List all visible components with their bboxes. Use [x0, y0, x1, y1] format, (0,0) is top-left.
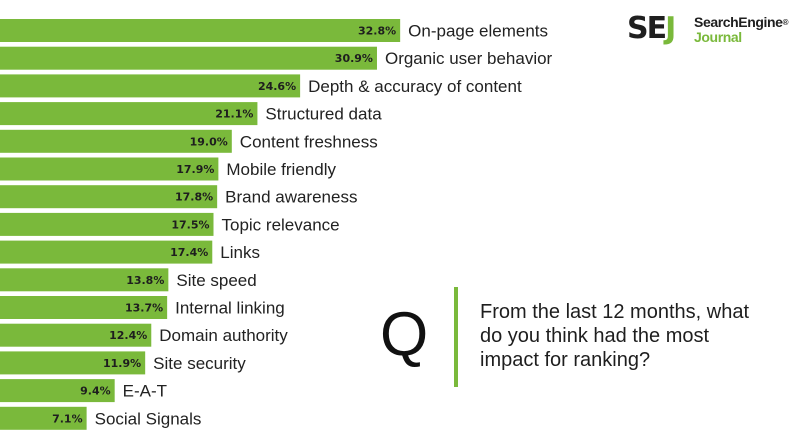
bar-label-brand-awareness: Brand awareness — [225, 188, 357, 207]
logo-wordmark: SearchEngine® Journal — [694, 15, 788, 45]
registered-mark: ® — [782, 18, 789, 27]
bar-value-organic-user-behavior: 30.9% — [335, 52, 373, 65]
bar-label-site-security: Site security — [153, 354, 246, 373]
bar-value-domain-authority: 12.4% — [109, 329, 147, 342]
question-divider — [454, 287, 458, 387]
logo-mark-j: J — [665, 11, 676, 46]
bar-label-organic-user-behavior: Organic user behavior — [385, 49, 553, 68]
bar-value-structured-data: 21.1% — [215, 108, 253, 121]
bar-topic-relevance — [0, 212, 214, 236]
bar-label-links: Links — [220, 243, 260, 262]
bar-value-e-a-t: 9.4% — [80, 385, 111, 398]
bar-label-mobile-friendly: Mobile friendly — [226, 160, 336, 179]
bar-links — [0, 240, 213, 264]
bar-value-brand-awareness: 17.8% — [175, 191, 213, 204]
bar-structured-data — [0, 102, 258, 126]
bar-value-internal-linking: 13.7% — [125, 302, 163, 315]
bar-organic-user-behavior — [0, 46, 377, 70]
bar-value-social-signals: 7.1% — [52, 412, 83, 425]
bar-value-site-security: 11.9% — [103, 357, 141, 370]
bar-content-freshness — [0, 129, 232, 153]
bar-site-speed — [0, 268, 169, 292]
bar-value-topic-relevance: 17.5% — [171, 218, 209, 231]
logo-wordmark-line2: Journal — [694, 29, 742, 45]
bar-value-depth-and-accuracy-of-content: 24.6% — [258, 80, 296, 93]
logo-line1-text: SearchEngine — [694, 14, 783, 30]
bar-label-structured-data: Structured data — [265, 105, 382, 124]
bar-label-content-freshness: Content freshness — [240, 132, 378, 151]
bar-brand-awareness — [0, 185, 218, 209]
bar-label-topic-relevance: Topic relevance — [222, 215, 340, 234]
logo-mark: SEJ — [627, 11, 676, 46]
question-letter: Q — [380, 300, 429, 369]
bar-label-domain-authority: Domain authority — [159, 326, 288, 345]
bar-value-links: 17.4% — [170, 246, 208, 259]
bar-internal-linking — [0, 296, 168, 319]
bar-social-signals — [0, 406, 87, 430]
bar-value-site-speed: 13.8% — [126, 274, 164, 287]
logo-mark-se: SE — [627, 11, 667, 46]
logo-wordmark-line1: SearchEngine® — [694, 15, 788, 30]
bar-label-e-a-t: E-A-T — [123, 382, 167, 401]
bar-mobile-friendly — [0, 157, 219, 181]
bar-depth-and-accuracy-of-content — [0, 74, 301, 98]
question-text: From the last 12 months, what do you thi… — [480, 301, 750, 371]
bar-label-on-page-elements: On-page elements — [408, 22, 548, 41]
bar-value-on-page-elements: 32.8% — [358, 25, 396, 38]
bar-domain-authority — [0, 323, 152, 347]
bar-label-depth-and-accuracy-of-content: Depth & accuracy of content — [308, 77, 522, 96]
bar-value-mobile-friendly: 17.9% — [176, 163, 214, 176]
sej-logo: SEJ SearchEngine® Journal — [627, 11, 788, 48]
bar-e-a-t — [0, 379, 115, 403]
bar-value-content-freshness: 19.0% — [190, 135, 228, 148]
bar-label-social-signals: Social Signals — [95, 409, 202, 428]
bar-label-internal-linking: Internal linking — [175, 299, 285, 318]
bar-label-site-speed: Site speed — [176, 271, 256, 290]
bar-on-page-elements — [0, 19, 401, 42]
bar-site-security — [0, 351, 146, 375]
